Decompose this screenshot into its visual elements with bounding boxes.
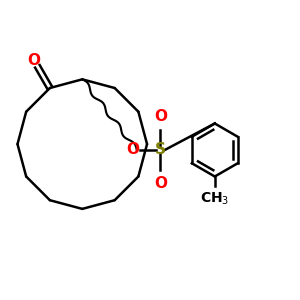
Text: O: O xyxy=(154,110,167,124)
Text: CH$_3$: CH$_3$ xyxy=(200,190,230,207)
Text: S: S xyxy=(155,142,166,158)
Text: O: O xyxy=(154,176,167,190)
Text: O: O xyxy=(126,142,139,158)
Text: O: O xyxy=(28,53,40,68)
